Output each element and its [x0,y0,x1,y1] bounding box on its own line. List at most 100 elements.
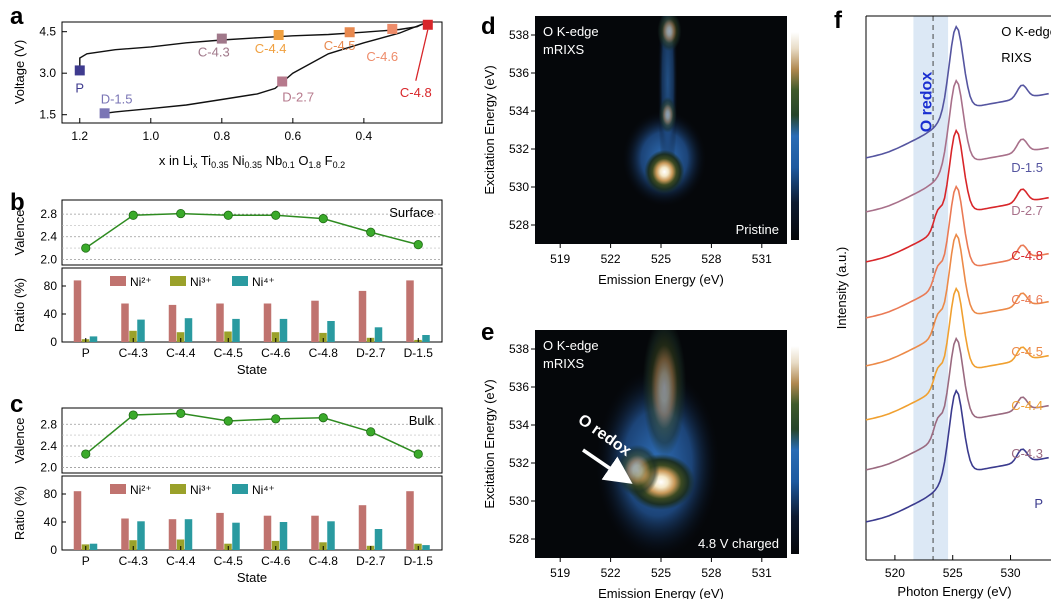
panel-e-ylabel: Excitation Energy (eV) [482,379,497,508]
panel-c-valence-point [318,413,328,423]
panel-b-legend-swatch [110,276,126,286]
panel-b-valence-point [366,227,376,237]
panel-c-xtick-label: C-4.4 [166,554,196,568]
panel-d-map-layer [622,16,707,207]
panel-a-xlabel-part: Ni [229,153,245,168]
panel-f-spectrum [865,128,1049,263]
panel-a-xtick-label: 0.6 [284,129,301,143]
panel-b-ratio-bar [406,280,414,342]
panel-a-xtick-label: 1.0 [142,129,159,143]
panel-f-xtick-label: 530 [1001,566,1021,580]
panel-b-ratio-bar [374,327,383,342]
panel-b-ratio-bar [168,304,177,342]
panel-d-xtick-label: 531 [752,252,772,266]
panel-e-ytick-label: 538 [509,342,529,356]
panel-e-mrixs-charged: 519 522 525 528 531 528 530 532 534 536 538 Emissio… [482,330,799,599]
panel-b-ratio-bar [216,303,224,342]
panel-f-xlabel: Photon Energy (eV) [897,584,1011,599]
panel-c-ratio-bar [168,519,177,550]
panel-e-map-layer [595,330,720,558]
panel-c-ratio-frame [61,475,443,551]
panel-c-xtick-label: C-4.3 [119,554,149,568]
panel-c-valence-point [223,416,233,426]
panel-a-point-label: D-2.7 [282,89,314,104]
panel-d-label-line1: O K-edge [543,24,599,39]
panel-a-discharge-curve [104,22,425,114]
panel-letter-e: e [481,319,494,346]
panel-b-xtick-label: D-2.7 [356,346,386,360]
panel-c-valence-point [413,449,423,459]
panel-f-series-label: C-4.3 [1011,446,1043,461]
panel-d-ytick-label: 530 [509,180,529,194]
panel-c-legend-label: Ni⁴⁺ [252,483,275,497]
panel-b-ratio-bar [319,332,327,342]
panel-a-xlabel-part: 0.35 [245,160,263,170]
panel-c-valence-point [128,410,138,420]
panel-c-ratio-bar [129,540,137,550]
panel-a-point [387,23,398,34]
panel-c-ratio-bar [406,491,414,550]
panel-b-xtick-label: C-4.6 [261,346,291,360]
panel-letter-f: f [834,7,843,34]
panel-c-xtick-label: C-4.8 [309,554,339,568]
panel-d-xtick-label: 525 [651,252,671,266]
panel-c-xtick-label: C-4.6 [261,554,291,568]
panel-b-xlabel: State [237,362,267,377]
panel-c-legend-swatch [170,484,186,494]
panel-a-xlabel-part: x [193,160,198,170]
panel-c-ratio-bar [279,522,288,550]
panel-f-spectrum [865,286,1049,421]
panel-f-label-line2: RIXS [1001,50,1032,65]
panel-b-xtick-label: C-4.8 [309,346,339,360]
panel-b-ratio-tick-label: 0 [50,335,57,349]
panel-c-annotation: Bulk [409,413,435,428]
panel-e-feature [642,330,687,457]
panel-c-valence-frame [61,407,443,474]
panel-b-xtick-label: C-4.5 [214,346,244,360]
panel-a-point-label: C-4.5 [324,38,356,53]
panel-a-xlabel-part: 0.2 [333,160,346,170]
panel-a-xlabel-part: 0.1 [282,160,295,170]
panel-b-ratio-bar [137,319,145,342]
panel-letter-c: c [10,391,23,418]
panel-b-ratio-bar [422,335,430,342]
panel-b-ratio-bar [121,303,129,342]
panel-e-ytick-label: 534 [509,418,529,432]
panel-b-valence-ylabel: Valence [12,209,27,255]
panel-a-ytick-label: 4.5 [39,25,56,39]
panel-a-ylabel: Voltage (V) [12,40,27,104]
panel-f-spectrum [865,232,1049,367]
panel-b-ratio-bar [184,318,193,342]
panel-e-corner-label: 4.8 V charged [698,536,779,551]
panel-a-xtick-label: 0.8 [213,129,230,143]
panel-b-valence-frame [61,199,443,266]
panel-d-xtick-label: 522 [601,252,621,266]
panel-b-legend-label: Ni³⁺ [190,275,212,289]
panel-d-ytick-label: 538 [509,28,529,42]
panel-f-series-label: C-4.8 [1011,248,1043,263]
panel-a-axes-frame [61,21,443,124]
panel-e-xlabel: Emission Energy (eV) [598,586,724,599]
panel-e-ytick-label: 532 [509,456,529,470]
panel-e-label-line2: mRIXS [543,356,585,371]
panel-b-valence-line [85,212,419,249]
panel-c-legend-swatch [232,484,248,494]
panel-b-valence-point [81,243,91,253]
panel-b-ratio-tick-label: 80 [44,279,58,293]
panel-d-xtick-label: 528 [701,252,721,266]
panel-a-point-label: C-4.8 [400,85,432,100]
panel-b-ratio-bar [358,290,367,342]
panel-c-ratio-bar [121,518,129,550]
panel-a-xlabel-part: x in Li [159,153,193,168]
panel-c-ratio-bar [311,515,319,550]
panel-a-ytick-label: 1.5 [39,108,56,122]
panel-e-xtick-label: 528 [701,566,721,580]
panel-letter-d: d [481,13,496,40]
panel-c-ratio-bar [374,529,383,550]
panel-e-ytick-label: 536 [509,380,529,394]
panel-e-ytick-label: 528 [509,532,529,546]
panel-f-spectrum [865,78,1049,213]
panel-a-callout-line [415,29,429,81]
panel-b-ratio-bar [89,336,98,342]
panel-c-ratio-bar [176,539,185,550]
